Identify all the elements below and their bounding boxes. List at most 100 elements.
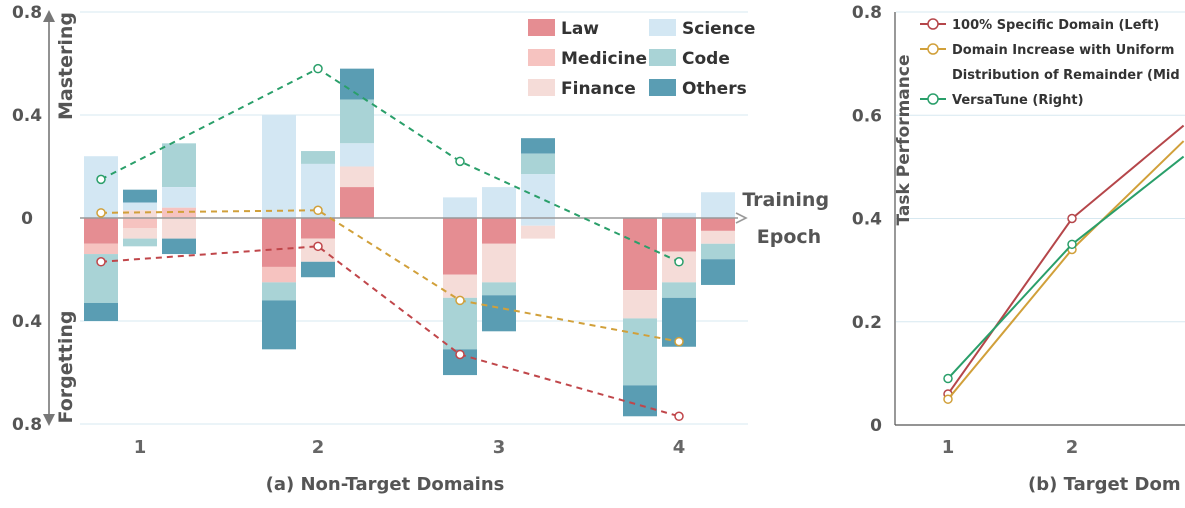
x-tick-label: 1 bbox=[134, 437, 147, 458]
right-tick-labels: 0.8 0.6 0.4 0.2 0 1 2 bbox=[852, 3, 1078, 458]
right-subtitle: (b) Target Dom bbox=[1028, 474, 1181, 495]
left-gridlines bbox=[80, 11, 748, 425]
y-tick-label: 0.8 bbox=[12, 3, 42, 23]
x-axis-arrow-icon bbox=[735, 212, 748, 224]
right-chart: 0.8 0.6 0.4 0.2 0 1 2 100% Specific Domain (Le… bbox=[852, 3, 1185, 458]
bar-segment-science bbox=[443, 197, 477, 218]
x-tick-label: 2 bbox=[1066, 437, 1079, 458]
y-label-mastering: Mastering bbox=[55, 12, 77, 120]
bar-segment-others bbox=[301, 261, 335, 278]
series-marker bbox=[1067, 239, 1077, 250]
legend-marker bbox=[927, 93, 939, 105]
bar-segment-law bbox=[262, 218, 296, 267]
y-tick-label: 0.8 bbox=[852, 3, 882, 23]
trend-marker bbox=[313, 63, 323, 74]
bar-segment-finance bbox=[623, 290, 657, 319]
bar-segment-science bbox=[162, 187, 196, 208]
bar-segment-finance bbox=[482, 243, 516, 283]
bar-segment-code bbox=[701, 243, 735, 260]
bar-segment-others bbox=[482, 295, 516, 332]
left-trend-lines bbox=[96, 63, 684, 422]
y-tick-label: 0.6 bbox=[852, 106, 882, 126]
x-axis-label-line2: Epoch bbox=[757, 226, 821, 248]
x-tick-label: 4 bbox=[673, 437, 686, 458]
right-gridlines bbox=[896, 11, 1185, 323]
x-tick-label: 1 bbox=[942, 437, 955, 458]
bar-segment-others bbox=[701, 259, 735, 285]
y-tick-label: 0.4 bbox=[12, 312, 42, 332]
legend-label: 100% Specific Domain (Left) bbox=[952, 18, 1159, 33]
x-tick-label: 3 bbox=[493, 437, 506, 458]
series-marker bbox=[943, 394, 953, 404]
x-tick-label: 2 bbox=[312, 437, 325, 458]
bar-segment-code bbox=[162, 143, 196, 188]
legend-label-science: Science bbox=[682, 19, 755, 39]
legend-swatch-science bbox=[649, 19, 676, 36]
legend-label: Domain Increase with Uniform bbox=[952, 43, 1174, 58]
legend-label: VersaTune (Right) bbox=[952, 93, 1084, 108]
bar-segment-finance bbox=[123, 228, 157, 239]
right-axes bbox=[894, 12, 1185, 426]
down-arrow-icon bbox=[43, 414, 55, 426]
trend-line bbox=[100, 245, 680, 418]
y-tick-label: 0 bbox=[21, 209, 33, 229]
bar-segment-law bbox=[443, 218, 477, 275]
trend-line bbox=[100, 209, 680, 343]
bar-segment-finance bbox=[162, 218, 196, 239]
bar-segment-code bbox=[662, 282, 696, 298]
bar-segment-code bbox=[123, 238, 157, 247]
left-bars bbox=[84, 68, 735, 417]
bar-segment-science bbox=[123, 202, 157, 211]
bar-segment-science bbox=[84, 156, 118, 218]
up-arrow-icon bbox=[43, 10, 55, 22]
bar-segment-finance bbox=[521, 225, 555, 239]
left-chart: 0.8 0.4 0 0.4 0.8 1 2 3 4 Law Medicine Finance Scie… bbox=[12, 3, 755, 458]
bar-segment-finance bbox=[443, 274, 477, 298]
bar-segment-others bbox=[262, 300, 296, 350]
trend-marker bbox=[96, 174, 106, 185]
trend-marker bbox=[313, 205, 323, 216]
bar-segment-finance bbox=[340, 166, 374, 188]
bar-segment-law bbox=[84, 218, 118, 244]
bar-segment-finance bbox=[701, 230, 735, 244]
legend-label-law: Law bbox=[561, 19, 599, 39]
trend-marker bbox=[313, 241, 323, 252]
trend-marker bbox=[674, 336, 684, 347]
bar-segment-others bbox=[521, 138, 555, 154]
legend-swatch-code bbox=[649, 49, 676, 66]
trend-marker bbox=[674, 257, 684, 267]
bar-segment-others bbox=[623, 385, 657, 417]
bar-segment-code bbox=[340, 99, 374, 144]
series-marker bbox=[943, 373, 953, 384]
bar-segment-code bbox=[443, 297, 477, 350]
bar-segment-code bbox=[521, 153, 555, 175]
bar-segment-law bbox=[662, 218, 696, 252]
legend-marker bbox=[927, 18, 939, 30]
y-tick-label: 0.4 bbox=[12, 106, 42, 126]
bar-segment-science bbox=[482, 187, 516, 218]
right-legend: 100% Specific Domain (Left) Domain Increa… bbox=[920, 18, 1180, 108]
trend-line bbox=[100, 67, 680, 263]
y-tick-label: 0 bbox=[870, 416, 882, 436]
bar-segment-code bbox=[301, 151, 335, 164]
trend-marker bbox=[96, 208, 106, 218]
bar-segment-science bbox=[521, 174, 555, 226]
trend-marker bbox=[96, 257, 106, 267]
series-marker bbox=[1067, 213, 1077, 224]
legend-label-code: Code bbox=[682, 49, 730, 69]
bar-segment-medicine bbox=[123, 218, 157, 229]
legend-label-finance: Finance bbox=[561, 79, 636, 99]
y-tick-label: 0.8 bbox=[12, 415, 42, 435]
bar-segment-medicine bbox=[84, 243, 118, 255]
trend-marker bbox=[455, 349, 465, 360]
left-subtitle: (a) Non-Target Domains bbox=[266, 474, 505, 495]
bar-segment-law bbox=[701, 218, 735, 231]
bar-segment-science bbox=[662, 212, 696, 218]
legend-label: Distribution of Remainder (Mid bbox=[952, 68, 1180, 83]
bar-segment-science bbox=[262, 115, 296, 218]
bar-segment-medicine bbox=[262, 266, 296, 283]
legend-marker bbox=[927, 43, 939, 55]
bar-segment-code bbox=[623, 318, 657, 386]
bar-segment-law bbox=[340, 187, 374, 218]
